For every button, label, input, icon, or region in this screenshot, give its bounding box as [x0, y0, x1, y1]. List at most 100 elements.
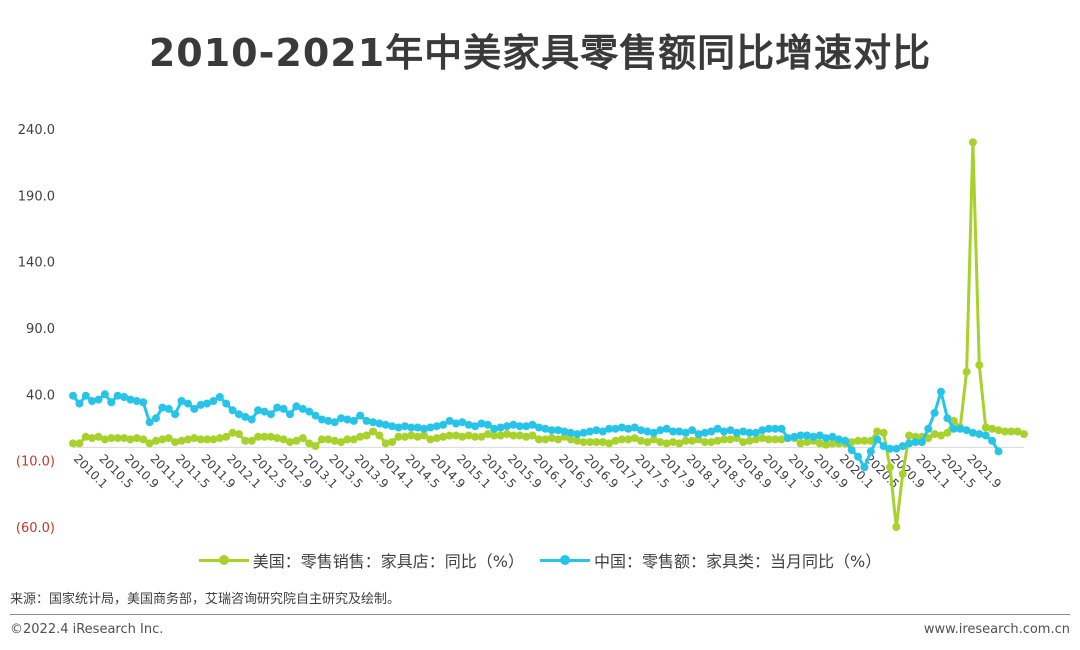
- data-point-us: [152, 436, 160, 445]
- data-point-cn: [234, 410, 243, 419]
- data-point-cn: [822, 434, 831, 443]
- data-point-cn: [458, 418, 467, 427]
- data-point-cn: [879, 442, 888, 451]
- data-point-us: [828, 439, 837, 448]
- data-point-cn: [771, 424, 780, 433]
- data-point-cn: [994, 447, 1003, 456]
- data-point-cn: [183, 399, 192, 408]
- data-point-us: [337, 438, 346, 447]
- data-point-us: [375, 431, 384, 440]
- data-point-us: [177, 436, 186, 445]
- data-point-us: [88, 434, 97, 443]
- data-point-cn: [171, 410, 180, 419]
- data-point-cn: [777, 424, 786, 433]
- data-point-cn: [554, 426, 563, 435]
- data-point-us: [439, 432, 448, 441]
- data-point-us: [100, 435, 109, 444]
- data-point-us: [771, 435, 780, 444]
- data-point-us: [815, 439, 824, 448]
- data-point-us: [592, 438, 601, 447]
- data-point-cn: [509, 420, 518, 429]
- data-point-cn: [177, 397, 186, 405]
- data-point-cn: [196, 400, 205, 409]
- data-point-us: [1000, 427, 1009, 436]
- data-point-cn: [81, 391, 90, 400]
- data-point-us: [69, 439, 77, 448]
- data-point-cn: [203, 399, 211, 408]
- data-point-cn: [605, 424, 614, 433]
- data-point-us: [394, 432, 403, 441]
- data-point-cn: [975, 430, 984, 439]
- data-point-us: [445, 431, 454, 440]
- data-point-us: [988, 424, 997, 433]
- data-point-cn: [228, 406, 237, 415]
- data-point-cn: [573, 430, 582, 439]
- data-point-cn: [592, 426, 601, 435]
- data-point-us: [107, 434, 116, 443]
- website-link[interactable]: www.iresearch.com.cn: [923, 622, 1070, 637]
- data-point-us: [886, 463, 894, 472]
- data-point-cn: [898, 442, 907, 451]
- data-point-cn: [981, 431, 990, 440]
- footer-divider: [10, 614, 1070, 615]
- series-cn: [69, 387, 1003, 472]
- data-point-cn: [841, 436, 850, 445]
- data-point-cn: [809, 432, 818, 441]
- y-tick-label: 40.0: [26, 388, 55, 403]
- data-point-us: [566, 435, 575, 444]
- data-point-us: [758, 434, 767, 443]
- legend-label-us: 美国：零售销售：家具店：同比（%）: [252, 552, 524, 571]
- data-point-us: [573, 436, 582, 445]
- data-point-cn: [452, 419, 460, 428]
- data-point-us: [656, 438, 665, 447]
- data-point-us: [707, 438, 716, 447]
- data-point-cn: [132, 397, 141, 405]
- data-point-cn: [968, 428, 977, 437]
- data-point-us: [203, 435, 211, 444]
- data-point-cn: [586, 427, 594, 436]
- data-point-cn: [522, 422, 531, 431]
- data-point-cn: [528, 420, 537, 429]
- data-point-us: [458, 432, 467, 441]
- data-point-us: [183, 435, 192, 444]
- data-point-cn: [669, 427, 677, 436]
- data-point-us: [356, 432, 365, 441]
- data-point-us: [515, 431, 524, 440]
- data-point-us: [675, 439, 684, 448]
- data-point-cn: [413, 423, 422, 432]
- data-point-us: [260, 432, 269, 441]
- data-point-cn: [688, 426, 697, 435]
- data-point-cn: [790, 432, 799, 441]
- data-point-cn: [254, 406, 263, 415]
- data-point-us: [739, 438, 748, 447]
- data-point-us: [522, 432, 531, 441]
- data-point-cn: [751, 428, 760, 437]
- data-point-cn: [637, 426, 645, 435]
- data-point-cn: [279, 404, 288, 413]
- data-point-us: [751, 435, 760, 444]
- data-point-cn: [930, 408, 939, 417]
- data-point-us: [432, 434, 441, 443]
- data-point-us: [113, 434, 122, 443]
- data-point-cn: [260, 407, 269, 416]
- data-point-cn: [120, 393, 129, 401]
- data-point-us: [209, 435, 218, 444]
- legend-item-cn: 中国：零售额：家具类：当月同比（%）: [540, 548, 881, 572]
- legend-label-cn: 中国：零售额：家具类：当月同比（%）: [594, 552, 882, 571]
- data-point-cn: [720, 427, 728, 436]
- data-point-us: [598, 438, 607, 447]
- data-point-cn: [369, 418, 377, 427]
- data-point-us: [688, 436, 697, 445]
- data-point-cn: [534, 423, 543, 432]
- data-point-us: [554, 435, 563, 444]
- data-point-us: [617, 435, 626, 444]
- data-point-us: [222, 432, 231, 441]
- data-point-cn: [164, 404, 173, 413]
- data-point-cn: [854, 452, 863, 461]
- data-point-us: [611, 436, 620, 445]
- source-note: 来源：国家统计局，美国商务部，艾瑞咨询研究院自主研究及绘制。: [10, 592, 401, 607]
- y-tick-label: 240.0: [18, 123, 55, 138]
- data-point-us: [579, 438, 588, 447]
- data-point-us: [669, 438, 677, 447]
- data-point-cn: [834, 435, 843, 444]
